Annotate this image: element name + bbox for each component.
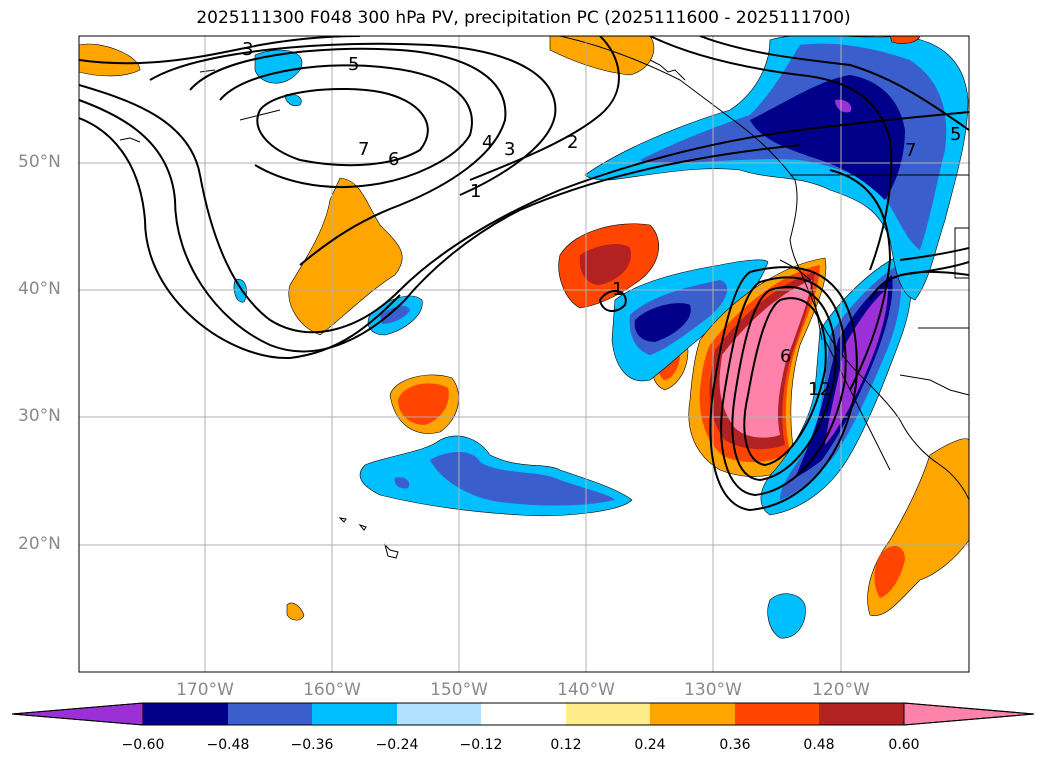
lon-label: 170°W bbox=[176, 680, 234, 700]
lat-label: 20°N bbox=[18, 534, 61, 554]
contour-label: 2 bbox=[567, 132, 578, 153]
contour-label: 6 bbox=[780, 346, 791, 367]
pv-contours bbox=[79, 36, 969, 512]
colorbar-segment bbox=[143, 703, 228, 725]
contour-label: 12 bbox=[808, 379, 831, 400]
colorbar-segment bbox=[312, 703, 397, 725]
colorbar-segment bbox=[11, 702, 144, 726]
colorbar-segment bbox=[650, 703, 735, 725]
lon-label: 160°W bbox=[303, 680, 361, 700]
contour-label: 3 bbox=[504, 139, 515, 160]
lon-label: 120°W bbox=[812, 680, 870, 700]
colorbar-segment bbox=[481, 703, 566, 725]
lat-label: 50°N bbox=[18, 152, 61, 172]
colorbar bbox=[11, 702, 1035, 726]
contour-label: 4 bbox=[482, 132, 493, 153]
colorbar-segment bbox=[735, 703, 819, 725]
lon-label: 140°W bbox=[557, 680, 615, 700]
contour-label: 5 bbox=[950, 124, 961, 145]
colorbar-segment bbox=[228, 703, 312, 725]
contour-label: 1 bbox=[470, 181, 481, 202]
contour-labels: 3 5 7 6 4 3 2 1 1 6 5 7 12 bbox=[242, 39, 961, 400]
lat-label: 40°N bbox=[18, 279, 61, 299]
lon-label: 150°W bbox=[430, 680, 488, 700]
colorbar-tick-label: 0.24 bbox=[634, 737, 666, 753]
coastlines bbox=[119, 36, 969, 559]
colorbar-tick-label: 0.36 bbox=[719, 737, 751, 753]
colorbar-tick-label: −0.48 bbox=[206, 737, 250, 753]
colorbar-tick-label: 0.12 bbox=[550, 737, 582, 753]
map-frame bbox=[78, 35, 970, 673]
contour-label: 7 bbox=[358, 139, 369, 160]
colorbar-segment bbox=[903, 702, 1035, 726]
colorbar-tick-label: 0.48 bbox=[803, 737, 835, 753]
colorbar-tick-label: −0.60 bbox=[121, 737, 165, 753]
graticule bbox=[79, 36, 969, 672]
colorbar-segment bbox=[397, 703, 481, 725]
lon-label: 130°W bbox=[684, 680, 742, 700]
colorbar-tick-label: −0.12 bbox=[459, 737, 503, 753]
colorbar-segment bbox=[566, 703, 650, 725]
colorbar-tick-label: 0.60 bbox=[888, 737, 920, 753]
colorbar-tick-label: −0.36 bbox=[290, 737, 334, 753]
colorbar-segment bbox=[819, 703, 904, 725]
colorbar-tick-label: −0.24 bbox=[375, 737, 419, 753]
map-title: 2025111300 F048 300 hPa PV, precipitatio… bbox=[196, 8, 851, 28]
lat-label: 30°N bbox=[18, 406, 61, 426]
contour-label: 5 bbox=[348, 54, 359, 75]
contour-label: 7 bbox=[905, 140, 916, 161]
contour-label: 6 bbox=[388, 149, 399, 170]
contour-label: 3 bbox=[242, 39, 253, 60]
contour-label: 1 bbox=[612, 279, 623, 300]
precip-anomaly-fill bbox=[79, 36, 969, 639]
